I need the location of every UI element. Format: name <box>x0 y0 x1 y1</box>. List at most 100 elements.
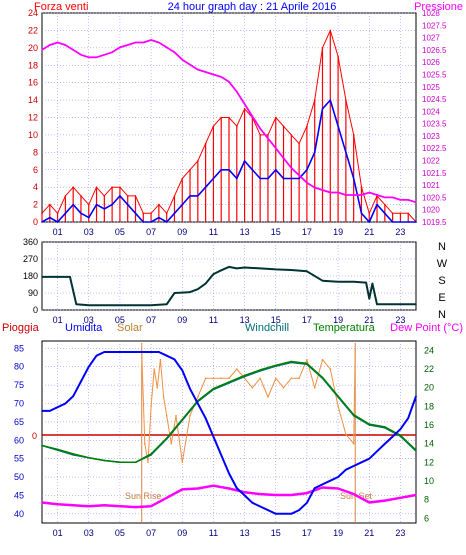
pressure-axis-label: Pressione <box>414 1 463 13</box>
pressure-line-point <box>352 194 355 196</box>
wind-direction-line-point <box>371 282 374 285</box>
wind-speed-line-point <box>384 203 386 206</box>
solar-line-point <box>313 386 316 389</box>
humidity-line-point <box>126 351 129 353</box>
humidity-y-tick: 60 <box>14 435 24 445</box>
pressure-line-point <box>251 115 254 118</box>
wind-speed-line-point <box>313 99 316 101</box>
dewpoint-line-point <box>321 486 324 489</box>
wind-speed-line-point <box>243 108 246 110</box>
solar-line-point <box>275 377 277 380</box>
solar-line-point <box>140 349 143 352</box>
solar-line-point <box>159 358 162 361</box>
solar-line-point <box>306 358 308 361</box>
solar-line-point <box>298 377 300 380</box>
dewpoint-line-point <box>368 501 371 504</box>
climate-panel-x-tick: 19 <box>333 528 343 538</box>
pressure-line-point <box>275 147 277 149</box>
humidity-line-point <box>220 454 222 456</box>
wind-speed-line-point <box>173 195 176 197</box>
wind-average-line-point <box>126 203 129 206</box>
wind-speed-line-point <box>290 134 293 136</box>
humidity-line-point <box>407 417 410 420</box>
pressure-y-tick: 1020.5 <box>422 193 447 202</box>
dewpoint-line-point <box>275 494 277 496</box>
wind-speed-line-point <box>56 212 59 215</box>
humidity-line-point <box>88 365 90 368</box>
dewpoint-line-point <box>243 491 246 494</box>
wind-average-line-point <box>321 108 324 110</box>
wind-direction-line-point <box>56 276 59 278</box>
solar-line-point <box>345 433 347 436</box>
pressure-line-point <box>119 46 121 49</box>
wind-panel-x-tick: 23 <box>395 227 405 237</box>
wind-average-line-point <box>134 212 137 215</box>
dewpoint-line-point <box>119 505 121 508</box>
solar-line-point <box>282 386 285 389</box>
pressure-line-point <box>49 44 51 46</box>
humidity-line-point <box>212 435 215 438</box>
compass-label: N <box>438 309 446 321</box>
pressure-line-point <box>329 191 332 194</box>
solar-line-point <box>236 368 238 370</box>
dewpoint-line-point <box>88 505 90 508</box>
pressure-line-point <box>189 63 191 66</box>
temperature-line-point <box>321 376 324 379</box>
humidity-line-point <box>298 509 300 511</box>
humidity-line-point <box>313 487 316 489</box>
wind-average-line-point <box>189 195 191 197</box>
wind-average-line-point <box>165 221 168 223</box>
wind-average-line-point <box>384 212 386 215</box>
humidity-y-tick: 80 <box>14 362 24 372</box>
wind-speed-line-point <box>80 195 82 197</box>
temperature-line-point <box>306 362 308 365</box>
wind-direction-line-point <box>352 280 355 283</box>
compass-label: N <box>438 241 446 253</box>
wind-direction-line-point <box>259 267 262 270</box>
pressure-line-point <box>88 56 90 59</box>
solar-line-point <box>220 377 222 380</box>
wind-speed-line-point <box>360 186 363 188</box>
direction-panel-x-tick: 21 <box>364 315 374 325</box>
dewpoint-line-point <box>415 494 417 496</box>
wind-average-line-point <box>142 221 145 223</box>
humidity-line-point <box>368 457 371 460</box>
pressure-y-tick: 1023 <box>422 132 440 141</box>
wind-panel-x-tick: 21 <box>364 227 374 237</box>
climate-panel-x-tick: 17 <box>302 528 312 538</box>
temperature-y-tick: 20 <box>424 383 434 393</box>
solar-line-point <box>170 442 173 445</box>
humidity-line-point <box>321 483 324 486</box>
legend-windchill: Windchill <box>245 322 289 334</box>
temperature-line-point <box>150 453 152 455</box>
chart-title: 24 hour graph day : 21 Aprile 2016 <box>168 1 337 13</box>
wind-direction-line-point <box>212 273 215 275</box>
wind-panel-x-tick: 17 <box>302 227 312 237</box>
rain-zero-label: 0 <box>32 431 37 441</box>
wind-speed-line-point <box>181 177 184 180</box>
pressure-line-point <box>41 49 43 51</box>
humidity-line-point <box>72 395 74 398</box>
wind-speed-line-point <box>103 195 106 197</box>
wind-speed-line-point <box>119 186 121 188</box>
legend-rain: Pioggia <box>2 322 40 334</box>
direction-panel-x-tick: 07 <box>146 315 156 325</box>
wind-direction-line-point <box>181 291 184 294</box>
pressure-line-point <box>220 76 222 78</box>
solar-line-point <box>189 414 191 417</box>
humidity-y-tick: 40 <box>14 509 24 519</box>
wind-direction-line-point <box>41 276 43 278</box>
climate-panel-x-tick: 07 <box>146 528 156 538</box>
solar-line-point <box>228 377 230 380</box>
wind-speed-line-point <box>259 134 262 136</box>
wind-direction-line-point <box>173 292 176 294</box>
temperature-line-point <box>41 444 43 447</box>
compass-label: S <box>438 275 445 287</box>
humidity-line-point <box>352 465 355 467</box>
temperature-line-point <box>88 456 90 459</box>
wind-y-tick: 12 <box>28 113 38 123</box>
climate-panel-x-tick: 21 <box>364 528 374 538</box>
wind-average-line-point <box>352 177 355 180</box>
dewpoint-line-point <box>181 488 184 491</box>
humidity-line-point <box>150 351 152 353</box>
